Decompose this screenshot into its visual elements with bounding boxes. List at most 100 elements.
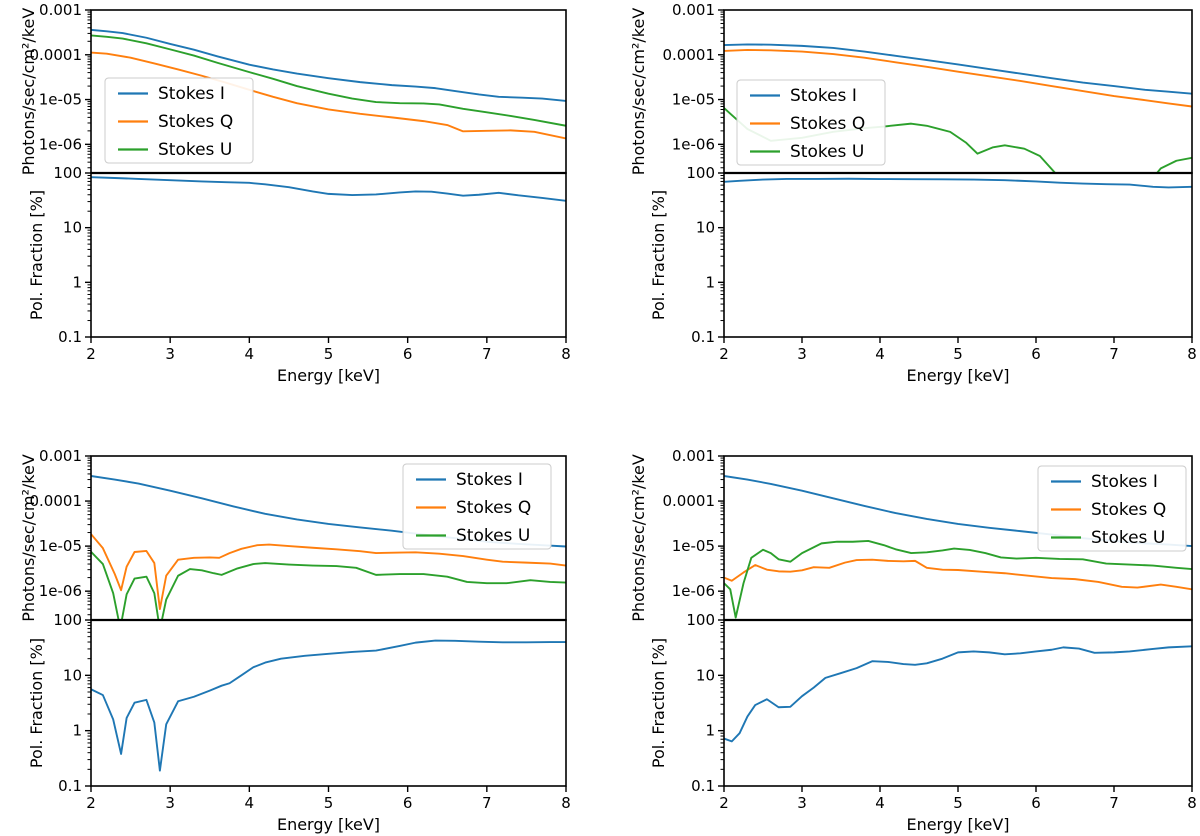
legend-box [736, 79, 886, 166]
stokes-q-line [724, 558, 1192, 591]
pol-y-tick-label: 10 [63, 219, 82, 237]
pol-y-tick-label: 0.1 [691, 328, 715, 346]
legend-label-stokes-i: Stokes I [158, 84, 225, 104]
legend-label-stokes-q: Stokes Q [790, 114, 865, 134]
x-tick-label: 8 [1187, 794, 1197, 812]
pol-y-tick-label: 100 [686, 611, 715, 629]
pol-y-tick-label: 0.1 [691, 777, 715, 795]
pol-axes-frame [723, 172, 1193, 338]
pol-y-tick-label: 1 [72, 273, 82, 291]
legend-label-stokes-u: Stokes U [158, 140, 232, 160]
x-tick-label: 5 [953, 345, 963, 363]
pol-y-tick-label: 1 [705, 722, 715, 740]
chart-top-right: 2 3 4 5 6 7 8 0.001 0.0001 1e-05 1e-06 100 10 1 0.1 Pho… [629, 1, 1197, 385]
x-tick-label: 8 [1187, 345, 1197, 363]
pol-y-tick-label: 10 [696, 219, 715, 237]
x-tick-label: 7 [482, 345, 492, 363]
pol-fraction-line [724, 177, 1192, 189]
legend-label-stokes-i: Stokes I [790, 86, 857, 106]
x-tick-label: 4 [875, 345, 885, 363]
panel-top-left: 2 3 4 5 6 7 8 0.001 0.0001 1e-05 1e-06 100 10 1 0.1 Pho… [0, 0, 600, 418]
panel-top-right: 2 3 4 5 6 7 8 0.001 0.0001 1e-05 1e-06 100 10 1 0.1 Pho… [600, 0, 1200, 418]
x-tick-label: 7 [1109, 345, 1119, 363]
x-tick-label: 5 [953, 794, 963, 812]
legend: Stokes I Stokes Q Stokes U [104, 77, 254, 164]
x-tick-label: 6 [403, 794, 413, 812]
stokes-u-line [91, 34, 566, 127]
pol-y-tick-label: 10 [696, 666, 715, 684]
pol-y-tick-label: 0.1 [58, 777, 82, 795]
x-tick-label: 8 [561, 345, 571, 363]
flux-y-axis-label: Photons/sec/cm²/keV [629, 454, 648, 622]
legend-label-stokes-u: Stokes U [456, 526, 530, 546]
stokes-u-line [724, 540, 1192, 619]
flux-y-tick-label: 1e-05 [672, 537, 715, 555]
flux-y-axis-label: Photons/sec/cm²/keV [19, 454, 38, 622]
pol-y-axis-label: Pol. Fraction [%] [27, 190, 46, 320]
x-tick-label: 7 [1109, 794, 1119, 812]
flux-y-tick-label: 1e-06 [672, 582, 715, 600]
pol-y-tick-label: 100 [686, 164, 715, 182]
legend-label-stokes-q: Stokes Q [1091, 500, 1166, 520]
x-tick-label: 3 [165, 794, 175, 812]
pol-y-tick-label: 1 [705, 273, 715, 291]
legend-label-stokes-u: Stokes U [1091, 528, 1165, 548]
x-tick-label: 2 [719, 345, 729, 363]
x-tick-label: 5 [324, 794, 334, 812]
flux-y-tick-label: 0.0001 [30, 492, 83, 510]
x-tick-label: 4 [245, 345, 255, 363]
flux-y-tick-label: 0.0001 [30, 46, 83, 64]
x-tick-label: 3 [797, 794, 807, 812]
flux-y-tick-label: 1e-06 [672, 135, 715, 153]
chart-bottom-right: 2 3 4 5 6 7 8 0.001 0.0001 1e-05 1e-06 100 10 1 0.1 Pho… [629, 447, 1197, 834]
x-tick-label: 4 [245, 794, 255, 812]
x-tick-label: 2 [86, 345, 96, 363]
x-tick-label: 3 [165, 345, 175, 363]
x-tick-label: 2 [719, 794, 729, 812]
flux-y-tick-label: 0.0001 [663, 492, 716, 510]
stokes-q-line [724, 49, 1192, 108]
chart-bottom-left: 2 3 4 5 6 7 8 0.001 0.0001 1e-05 1e-06 100 10 1 0.1 Pho… [19, 447, 571, 834]
stokes-q-line [91, 51, 566, 140]
pol-y-tick-label: 100 [53, 611, 82, 629]
legend-label-stokes-q: Stokes Q [158, 112, 233, 132]
flux-y-tick-label: 1e-05 [39, 537, 82, 555]
pol-y-tick-label: 10 [63, 666, 82, 684]
flux-y-tick-label: 1e-06 [39, 135, 82, 153]
flux-y-axis-label: Photons/sec/cm²/keV [19, 8, 38, 176]
x-axis-label: Energy [keV] [277, 366, 380, 385]
pol-y-tick-label: 0.1 [58, 328, 82, 346]
legend: Stokes I Stokes Q Stokes U [402, 463, 552, 550]
flux-y-axis-label: Photons/sec/cm²/keV [629, 8, 648, 176]
x-tick-label: 7 [482, 794, 492, 812]
legend-label-stokes-i: Stokes I [1091, 472, 1158, 492]
pol-y-tick-label: 100 [53, 164, 82, 182]
pol-axes-frame [90, 619, 567, 787]
x-tick-label: 3 [797, 345, 807, 363]
pol-y-axis-label: Pol. Fraction [%] [649, 190, 668, 320]
legend-label-stokes-i: Stokes I [456, 470, 523, 490]
x-tick-label: 8 [561, 794, 571, 812]
flux-y-tick-label: 0.001 [39, 447, 82, 465]
x-tick-label: 6 [1031, 345, 1041, 363]
legend-box [402, 463, 552, 550]
x-tick-label: 2 [86, 794, 96, 812]
x-axis-label: Energy [keV] [277, 815, 380, 834]
panel-bottom-right: 2 3 4 5 6 7 8 0.001 0.0001 1e-05 1e-06 100 10 1 0.1 Pho… [600, 418, 1200, 836]
pol-y-axis-label: Pol. Fraction [%] [649, 638, 668, 768]
stokes-i-line [91, 28, 566, 102]
pol-fraction-line [724, 645, 1192, 743]
flux-y-tick-label: 1e-06 [39, 582, 82, 600]
legend-label-stokes-q: Stokes Q [456, 498, 531, 518]
x-tick-label: 6 [1031, 794, 1041, 812]
pol-fraction-line [91, 176, 566, 202]
x-axis-label: Energy [keV] [906, 815, 1009, 834]
flux-y-tick-label: 0.001 [672, 447, 715, 465]
flux-y-tick-label: 1e-05 [39, 91, 82, 109]
flux-y-tick-label: 0.001 [672, 1, 715, 19]
legend-label-stokes-u: Stokes U [790, 142, 864, 162]
pol-fraction-line [91, 639, 566, 772]
legend-box [1037, 465, 1187, 552]
legend: Stokes I Stokes Q Stokes U [736, 79, 886, 166]
